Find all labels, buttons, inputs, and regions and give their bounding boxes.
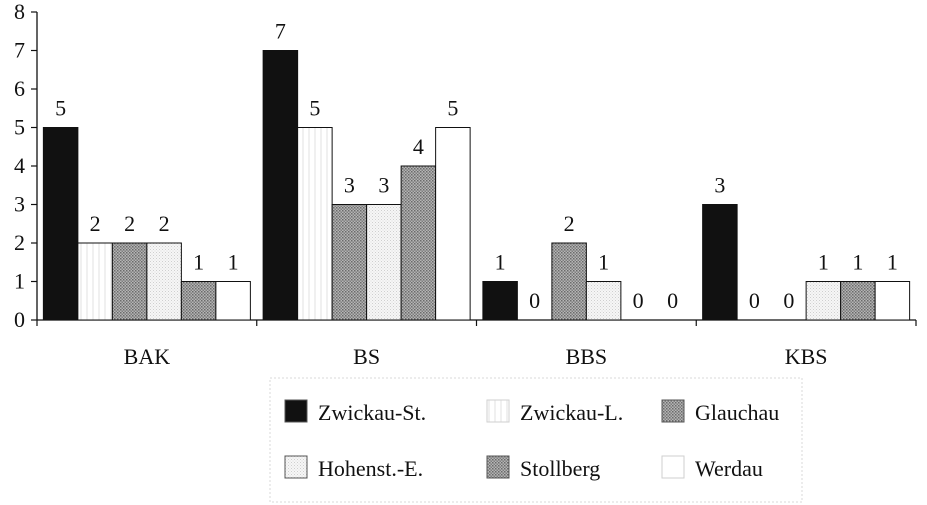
category-label: KBS xyxy=(785,344,828,369)
legend-label: Zwickau-L. xyxy=(520,400,623,425)
data-label: 1 xyxy=(818,250,829,275)
data-label: 2 xyxy=(564,211,575,236)
bar xyxy=(805,281,842,321)
bars xyxy=(42,50,911,321)
category-label: BS xyxy=(353,344,380,369)
bar xyxy=(262,50,299,321)
bar xyxy=(551,242,587,321)
bar xyxy=(435,127,471,321)
data-label: 5 xyxy=(447,96,458,121)
data-label: 0 xyxy=(749,288,760,313)
bar xyxy=(111,242,148,321)
data-label: 3 xyxy=(714,173,725,198)
bar xyxy=(297,127,333,321)
data-label: 5 xyxy=(55,96,66,121)
bar xyxy=(400,165,437,321)
legend-swatch xyxy=(486,455,510,479)
y-tick-label: 1 xyxy=(14,269,25,294)
bar xyxy=(42,127,79,321)
y-tick-label: 2 xyxy=(14,230,25,255)
data-label: 1 xyxy=(193,250,204,275)
bar xyxy=(77,242,113,321)
data-label: 0 xyxy=(667,288,678,313)
legend-swatch xyxy=(284,455,308,479)
data-label: 1 xyxy=(887,250,898,275)
bar xyxy=(482,281,518,321)
bar xyxy=(146,242,182,321)
y-tick-label: 8 xyxy=(14,0,25,24)
category-label: BBS xyxy=(566,344,608,369)
legend-label: Hohenst.-E. xyxy=(318,456,423,481)
y-tick-label: 4 xyxy=(14,153,25,178)
legend-swatch xyxy=(486,399,510,423)
data-label: 0 xyxy=(529,288,540,313)
legend-label: Stollberg xyxy=(520,456,600,481)
y-tick-label: 0 xyxy=(14,307,25,332)
data-label: 5 xyxy=(309,96,320,121)
legend-swatch xyxy=(284,399,308,423)
data-label: 1 xyxy=(495,250,506,275)
legend-label: Glauchau xyxy=(695,400,779,425)
data-label: 7 xyxy=(275,19,286,44)
legend-label: Werdau xyxy=(695,456,763,481)
category-label: BAK xyxy=(124,344,171,369)
data-label: 0 xyxy=(633,288,644,313)
bar xyxy=(215,281,251,321)
data-label: 1 xyxy=(852,250,863,275)
y-tick-label: 7 xyxy=(14,38,25,63)
bar xyxy=(180,281,217,321)
bar xyxy=(840,281,876,321)
data-label: 1 xyxy=(598,250,609,275)
bar xyxy=(585,281,622,321)
data-label: 1 xyxy=(228,250,239,275)
legend-swatch xyxy=(661,399,685,423)
data-label: 4 xyxy=(413,134,424,159)
bar xyxy=(702,204,738,321)
data-label: 2 xyxy=(124,211,135,236)
y-tick-label: 5 xyxy=(14,115,25,140)
data-label: 2 xyxy=(159,211,170,236)
data-label: 0 xyxy=(783,288,794,313)
data-label: 3 xyxy=(344,173,355,198)
data-label: 2 xyxy=(90,211,101,236)
y-tick-label: 6 xyxy=(14,76,25,101)
legend: Zwickau-St. Zwickau-L. Glauchau Hohenst.-E.… xyxy=(269,377,803,503)
legend-box xyxy=(269,377,803,503)
legend-swatch xyxy=(661,455,685,479)
data-label: 3 xyxy=(378,173,389,198)
legend-label: Zwickau-St. xyxy=(318,400,426,425)
bar xyxy=(331,204,368,321)
bar xyxy=(366,204,402,321)
y-tick-label: 3 xyxy=(14,192,25,217)
bar xyxy=(874,281,911,321)
